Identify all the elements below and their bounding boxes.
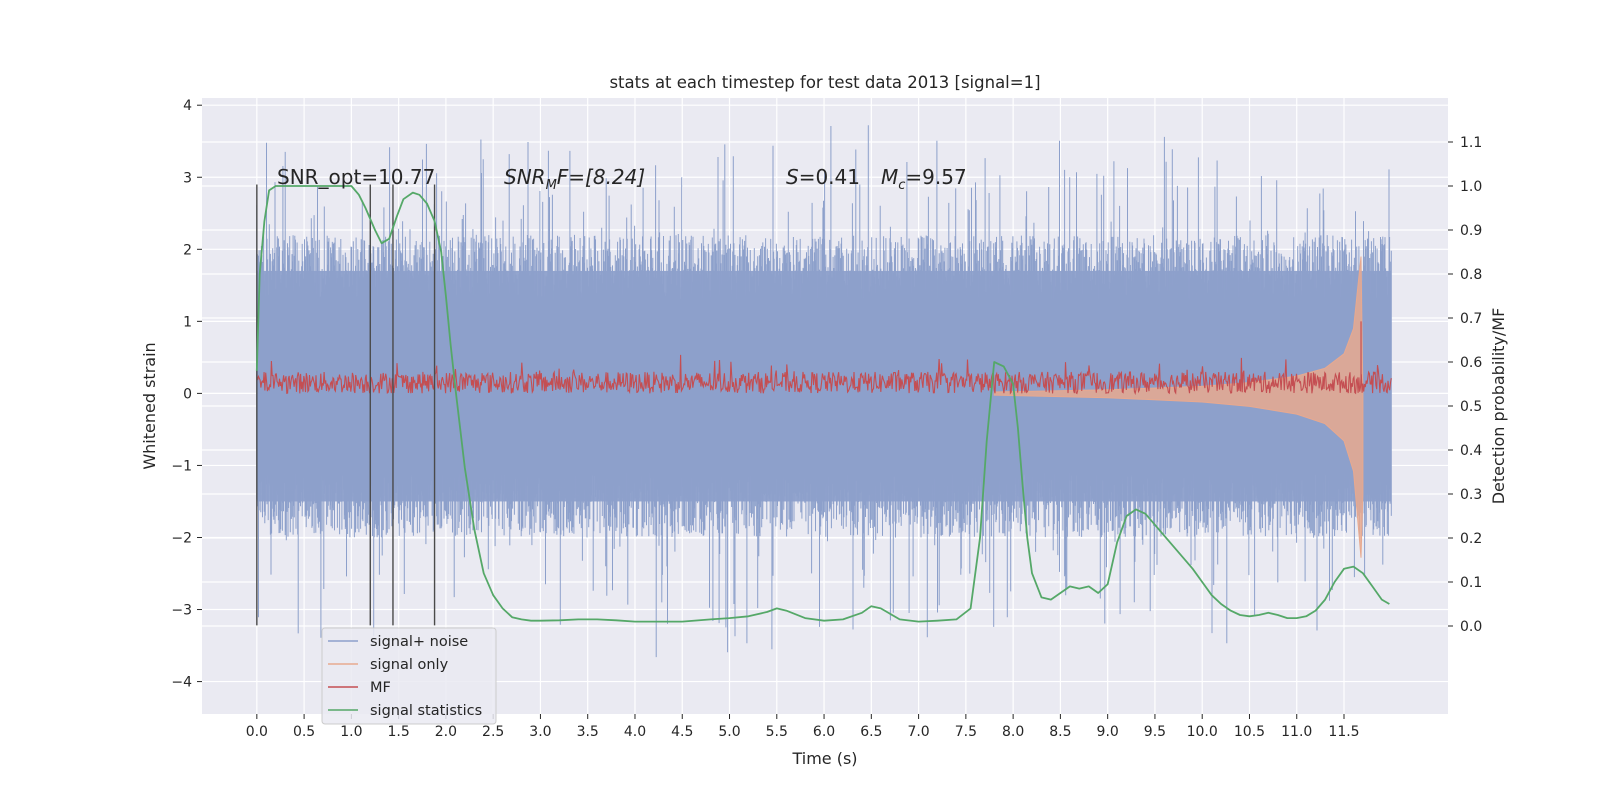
x-axis-label: Time (s) [791,749,857,768]
legend-label-signal-only: signal only [370,657,449,673]
y-tick-label-right: 0.1 [1460,575,1482,591]
y-axis-label-left: Whitened strain [140,342,159,469]
legend-box [321,627,497,725]
snr-mf-prefix: SNR [504,165,546,189]
x-tick-label: 10.5 [1234,724,1265,740]
y-tick-label-left: 0 [183,386,192,402]
x-tick-label: 2.5 [482,724,504,740]
y-tick-label-left: −4 [171,675,192,691]
y-tick-label-right: 0.8 [1460,267,1482,283]
x-tick-label: 5.5 [766,724,788,740]
x-tick-label: 11.5 [1328,724,1359,740]
x-tick-label: 1.5 [388,724,410,740]
x-tick-label: 1.0 [340,724,362,740]
x-tick-label: 6.0 [813,724,835,740]
x-tick-label: 4.0 [624,724,646,740]
series-mf [256,354,1392,396]
y-tick-label-right: 0.6 [1460,355,1482,371]
y-tick-label-left: −2 [171,530,192,546]
y-tick-label-right: 1.1 [1460,135,1482,151]
chart-title: stats at each timestep for test data 201… [609,73,1040,92]
mc-sub: c [898,178,905,193]
left-axis: −4 −3 −2 −1 0 1 2 3 4 [171,98,202,691]
y-tick-label-left: 4 [183,98,192,114]
y-tick-label-left: 3 [183,170,192,186]
x-tick-label: 9.0 [1097,724,1119,740]
legend-label-mf: MF [370,680,391,696]
annotation-snr-opt: SNR_opt=10.77 [277,165,435,189]
x-axis: 0.0 0.5 1.0 1.5 2.0 2.5 3.0 3.5 4.0 4.5 5.0 5.5 6.0 6… [246,714,1360,740]
legend: signal+ noise signal only MF signal stat… [321,627,497,725]
x-tick-label: 2.0 [435,724,457,740]
y-tick-label-right: 1.0 [1460,179,1482,195]
s-symbol: S [786,165,799,189]
x-tick-label: 0.0 [246,724,268,740]
x-tick-label: 4.5 [671,724,693,740]
y-tick-label-right: 0.9 [1460,223,1482,239]
y-tick-label-left: 1 [183,314,192,330]
y-tick-label-right: 0.5 [1460,399,1482,415]
x-tick-label: 3.5 [577,724,599,740]
x-tick-label: 8.0 [1002,724,1024,740]
right-axis: 0.0 0.1 0.2 0.3 0.4 0.5 0.6 0.7 0.8 0.9 1.0 1.1 [1448,135,1482,635]
annotation-s: S=0.41 [786,165,860,189]
x-tick-label: 6.5 [860,724,882,740]
y-tick-label-right: 0.4 [1460,443,1482,459]
y-axis-label-right: Detection probability/MF [1489,308,1508,505]
x-tick-label: 11.0 [1281,724,1312,740]
x-tick-label: 5.0 [718,724,740,740]
x-tick-label: 7.5 [955,724,977,740]
y-tick-label-left: 2 [183,242,192,258]
x-tick-label: 3.0 [529,724,551,740]
x-tick-label: 7.0 [907,724,929,740]
mc-value: =9.57 [905,165,966,189]
snr-mf-rest: F=[8.24] [557,165,645,189]
x-tick-label: 9.5 [1144,724,1166,740]
s-value: =0.41 [799,165,860,189]
y-tick-label-right: 0.0 [1460,619,1482,635]
snr-mf-sub: M [546,178,557,193]
y-tick-label-right: 0.7 [1460,311,1482,327]
series-signal-statistics [255,185,1390,623]
plot-series [255,125,1392,658]
y-tick-label-right: 0.2 [1460,531,1482,547]
y-tick-label-left: −1 [171,458,192,474]
x-tick-label: 0.5 [293,724,315,740]
annotation-snr-mf: SNRMF=[8.24] [504,165,645,193]
x-tick-label: 8.5 [1049,724,1071,740]
legend-label-signal-statistics: signal statistics [370,703,482,719]
legend-label-signal-noise: signal+ noise [370,634,468,650]
annotation-mc: Mc=9.57 [881,165,967,193]
mc-symbol: M [881,165,898,189]
y-tick-label-right: 0.3 [1460,487,1482,503]
x-tick-label: 10.0 [1187,724,1218,740]
y-tick-label-left: −3 [171,603,192,619]
